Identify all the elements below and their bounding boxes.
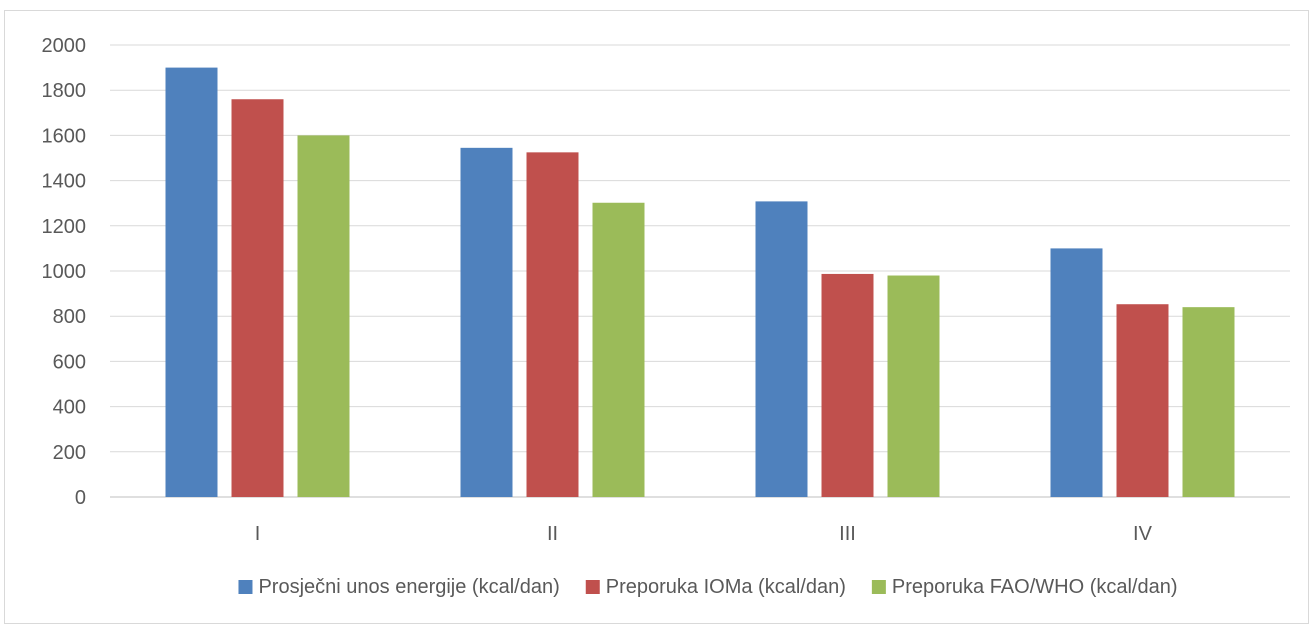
y-axis-ticks: 0 200 400 600 800 1000 1200 1400 1600 1800 2000 <box>42 35 87 509</box>
y-tick-label: 1400 <box>42 171 87 193</box>
x-tick-label: I <box>255 523 261 545</box>
y-tick-label: 1600 <box>42 125 87 147</box>
legend: Prosječni unos energije (kcal/dan) Prepor… <box>238 576 1178 598</box>
y-tick-label: 0 <box>75 487 86 509</box>
y-tick-label: 200 <box>53 442 86 464</box>
gridlines <box>110 44 1290 498</box>
legend-swatch <box>238 580 253 594</box>
y-tick-label: 1200 <box>42 216 87 238</box>
bar-i-series-1 <box>165 67 218 497</box>
legend-label: Preporuka IOMa (kcal/dan) <box>606 576 846 598</box>
legend-swatch <box>585 580 600 594</box>
bars <box>165 67 1235 498</box>
bar-i-series-2 <box>231 99 284 498</box>
x-tick-label: II <box>547 523 558 545</box>
x-axis-ticks: I II III IV <box>255 523 1153 545</box>
y-tick-label: 400 <box>53 397 86 419</box>
bar-iv-series-1 <box>1050 248 1103 497</box>
bar-ii-series-1 <box>460 147 513 497</box>
x-tick-label: III <box>839 523 856 545</box>
legend-label: Preporuka FAO/WHO (kcal/dan) <box>892 576 1178 598</box>
bar-iii-series-2 <box>821 273 874 497</box>
legend-swatch <box>871 580 886 594</box>
bar-iv-series-3 <box>1182 307 1235 497</box>
bar-iii-series-3 <box>887 275 940 497</box>
y-tick-label: 2000 <box>42 35 87 57</box>
bar-i-series-3 <box>297 135 350 497</box>
legend-item-2: Preporuka IOMa (kcal/dan) <box>585 576 846 598</box>
bar-ii-series-3 <box>592 202 645 498</box>
y-tick-label: 1000 <box>42 261 87 283</box>
bar-iii-series-1 <box>755 201 808 497</box>
legend-item-1: Prosječni unos energije (kcal/dan) <box>238 576 560 598</box>
bar-ii-series-2 <box>526 152 579 497</box>
x-tick-label: IV <box>1133 523 1153 545</box>
legend-item-3: Preporuka FAO/WHO (kcal/dan) <box>871 576 1178 598</box>
y-tick-label: 1800 <box>42 80 87 102</box>
bar-iv-series-2 <box>1116 304 1169 497</box>
y-tick-label: 600 <box>53 351 86 373</box>
legend-label: Prosječni unos energije (kcal/dan) <box>258 576 559 598</box>
y-tick-label: 800 <box>53 306 86 328</box>
